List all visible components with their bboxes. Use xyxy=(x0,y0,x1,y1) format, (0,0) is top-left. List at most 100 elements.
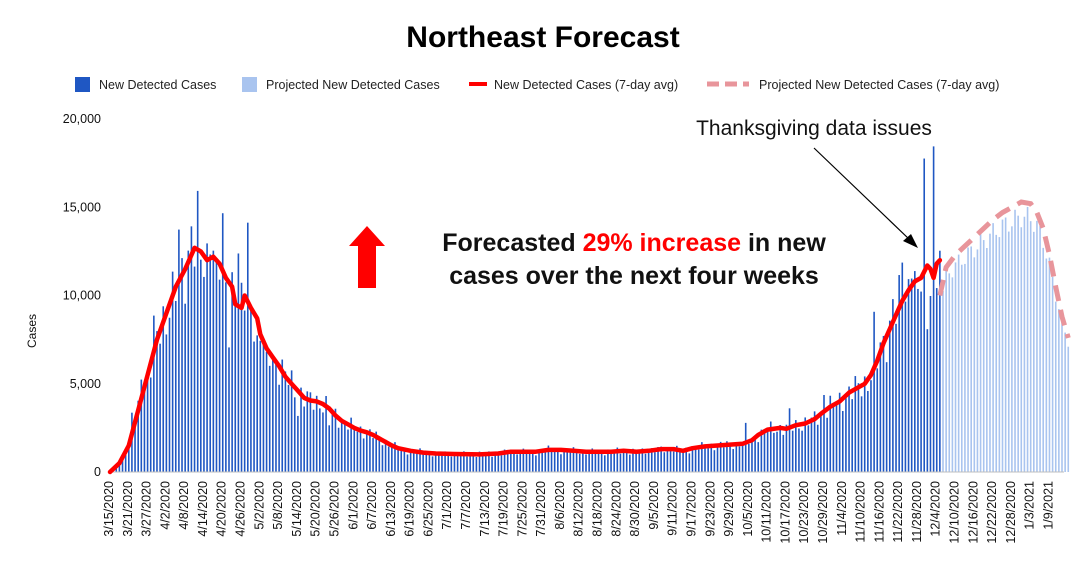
projected-case-bar xyxy=(1029,221,1032,472)
thanksgiving-annotation: Thanksgiving data issues xyxy=(696,117,932,140)
actual-case-bar xyxy=(710,443,713,472)
actual-case-bar xyxy=(535,455,537,472)
x-tick-label: 8/30/2020 xyxy=(628,481,642,537)
actual-case-bar xyxy=(118,462,121,472)
actual-case-bar xyxy=(741,444,744,472)
actual-case-bar xyxy=(275,359,277,472)
x-tick-label: 8/6/2020 xyxy=(553,481,567,530)
actual-case-bar xyxy=(190,226,193,472)
actual-case-bar xyxy=(419,448,421,472)
actual-case-bar xyxy=(528,449,531,472)
forecast-callout-line1: Forecasted 29% increase in new xyxy=(442,229,826,257)
x-tick-label: 5/8/2020 xyxy=(271,481,285,530)
actual-case-bar xyxy=(409,449,412,472)
actual-case-bar xyxy=(466,456,468,472)
actual-case-bar xyxy=(779,425,781,472)
actual-case-bar xyxy=(237,253,240,472)
x-tick-label: 1/9/2021 xyxy=(1041,481,1055,530)
x-tick-label: 5/2/2020 xyxy=(252,481,266,530)
projected-case-bar xyxy=(1051,276,1054,472)
actual-case-bar xyxy=(810,417,813,472)
actual-case-bar xyxy=(306,391,309,472)
x-tick-label: 4/2/2020 xyxy=(158,481,172,530)
actual-case-bar xyxy=(679,451,681,472)
actual-case-bar xyxy=(613,451,615,472)
actual-case-bar xyxy=(538,450,540,472)
actual-case-bar xyxy=(459,453,462,472)
actual-case-bar xyxy=(416,452,418,472)
projected-seven-day-avg-line xyxy=(937,199,1071,339)
actual-case-bar xyxy=(694,447,697,472)
x-tick-label: 12/16/2020 xyxy=(966,481,980,544)
actual-case-bar xyxy=(319,408,321,472)
x-tick-label: 6/13/2020 xyxy=(384,481,398,537)
projected-case-bar xyxy=(1061,315,1063,472)
actual-case-bar xyxy=(497,452,500,472)
actual-case-bar xyxy=(650,448,653,472)
seven-day-avg-line xyxy=(107,245,943,475)
actual-case-bar xyxy=(860,396,863,472)
actual-case-bar xyxy=(121,457,124,472)
actual-case-bar xyxy=(231,272,233,472)
actual-case-bar xyxy=(726,441,728,472)
actual-case-bar xyxy=(917,288,919,472)
x-tick-label: 6/1/2020 xyxy=(346,481,360,530)
projected-case-bar xyxy=(1017,215,1019,472)
actual-case-bar xyxy=(769,421,772,472)
projected-case-bar xyxy=(992,223,994,472)
actual-case-bar xyxy=(350,417,352,472)
x-tick-label: 7/1/2020 xyxy=(440,481,454,530)
projected-case-bar xyxy=(976,249,979,472)
x-tick-label: 4/26/2020 xyxy=(234,481,248,537)
actual-case-bar xyxy=(218,279,221,472)
actual-case-bar xyxy=(829,395,832,472)
actual-case-bar xyxy=(500,455,503,472)
actual-case-bar xyxy=(594,453,597,472)
actual-case-bar xyxy=(572,447,575,472)
actual-case-bar xyxy=(463,451,465,472)
projected-case-bar xyxy=(970,246,972,472)
actual-case-bar xyxy=(453,452,456,472)
x-tick-label: 10/11/2020 xyxy=(760,481,774,543)
projected-case-bar xyxy=(1045,258,1048,472)
legend-swatch-projected-bars xyxy=(242,77,257,92)
actual-case-bar xyxy=(603,455,606,472)
actual-case-bar xyxy=(691,447,694,472)
x-tick-label: 6/7/2020 xyxy=(365,481,379,530)
projected-case-bar xyxy=(1026,206,1029,472)
actual-case-bar xyxy=(607,449,609,472)
increase-arrow-icon xyxy=(349,226,385,288)
actual-case-bar xyxy=(654,452,656,472)
actual-case-bar xyxy=(397,449,399,472)
actual-case-bar xyxy=(362,438,365,472)
actual-case-bar xyxy=(785,424,788,472)
actual-case-bar xyxy=(763,430,766,472)
actual-case-bar xyxy=(303,406,305,472)
actual-case-bar xyxy=(456,455,459,472)
actual-case-bar xyxy=(804,417,807,472)
actual-case-bar xyxy=(835,404,838,472)
actual-case-bar xyxy=(657,447,659,472)
projected-case-bar xyxy=(1023,216,1026,472)
x-tick-label: 7/7/2020 xyxy=(459,481,473,530)
actual-case-bar xyxy=(481,454,484,472)
projected-case-bar xyxy=(1020,227,1023,472)
y-tick-label: 15,000 xyxy=(63,200,101,214)
actual-case-bar xyxy=(851,399,853,472)
callout-part1: Forecasted xyxy=(442,229,582,257)
actual-case-bar xyxy=(331,409,334,472)
actual-case-bar xyxy=(187,250,190,472)
projected-case-bar xyxy=(1011,226,1013,472)
actual-case-bar xyxy=(525,453,528,472)
x-tick-label: 4/8/2020 xyxy=(177,481,191,530)
actual-case-bar xyxy=(826,417,828,472)
projected-case-bar xyxy=(960,264,963,472)
actual-case-bar xyxy=(760,429,763,472)
actual-case-bar xyxy=(578,453,581,472)
x-tick-label: 3/27/2020 xyxy=(140,481,154,537)
legend-swatch-actual-bars xyxy=(75,77,90,92)
actual-case-bar xyxy=(544,451,547,472)
actual-case-bar xyxy=(337,427,340,472)
actual-case-bar xyxy=(124,454,127,472)
actual-case-bar xyxy=(600,452,603,472)
